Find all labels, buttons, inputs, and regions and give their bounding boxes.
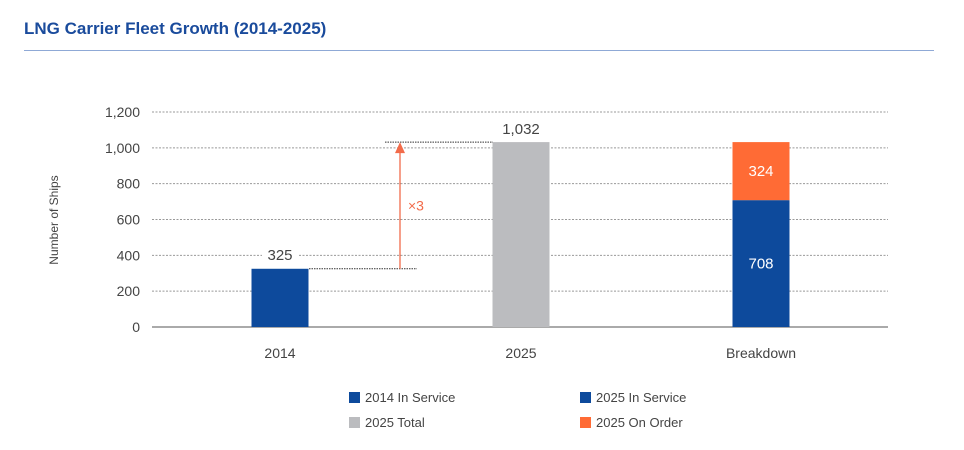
legend-swatch: [580, 417, 591, 428]
y-tick-label: 200: [117, 283, 141, 299]
y-tick-label: 1,000: [105, 140, 140, 156]
data-label-in-service: 708: [748, 256, 773, 273]
bar-2025-on-order: [732, 142, 790, 201]
label-bg: [497, 118, 545, 137]
data-label-2025: 1,032: [502, 121, 540, 138]
chart-title: LNG Carrier Fleet Growth (2014-2025): [24, 19, 327, 38]
label-bg: [262, 246, 298, 263]
legend-swatch: [349, 392, 360, 403]
arrow-head-icon: [395, 142, 405, 154]
bar-2025-total: [492, 142, 550, 327]
legend-swatch: [580, 392, 591, 403]
growth-annotation: ×3: [408, 197, 424, 213]
x-tick-label: 2025: [505, 345, 536, 361]
title-divider: [24, 50, 934, 51]
y-tick-label: 0: [132, 319, 140, 335]
legend-label: 2025 Total: [365, 415, 425, 430]
bar-2025-in-service: [732, 200, 790, 327]
legend-swatch: [349, 417, 360, 428]
x-tick-label: Breakdown: [726, 345, 796, 361]
legend-label: 2025 On Order: [596, 415, 683, 430]
data-label-on-order: 324: [748, 163, 773, 180]
y-axis-label: Number of Ships: [47, 175, 61, 264]
y-tick-label: 1,200: [105, 104, 140, 120]
x-tick-label: 2014: [264, 345, 295, 361]
y-tick-label: 400: [117, 247, 141, 263]
legend-label: 2025 In Service: [596, 390, 686, 405]
y-tick-label: 600: [117, 212, 141, 228]
y-tick-label: 800: [117, 176, 141, 192]
data-label-2014: 325: [267, 247, 292, 264]
bar-2014-in-service: [251, 268, 309, 327]
legend-label: 2014 In Service: [365, 390, 455, 405]
